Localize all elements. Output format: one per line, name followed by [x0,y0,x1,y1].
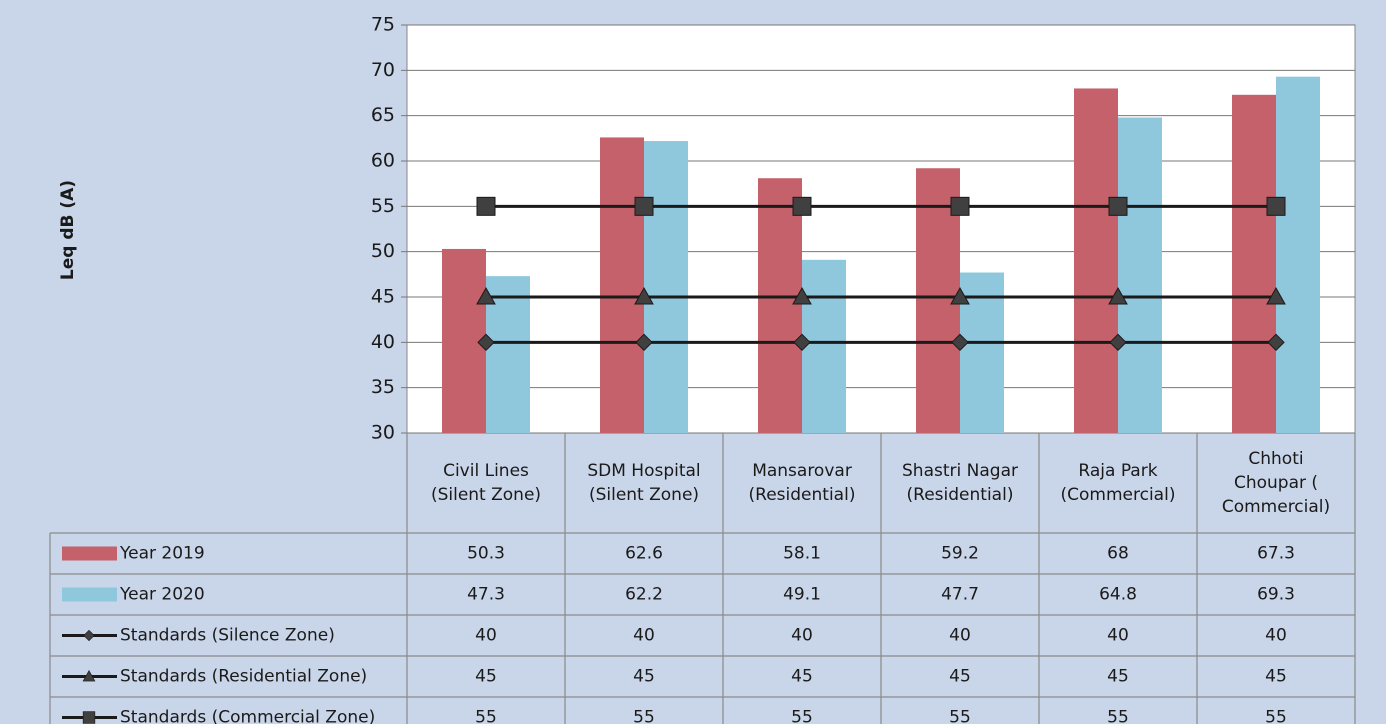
legend-label: Standards (Commercial Zone) [120,708,375,724]
data-label: 40 [949,626,971,646]
bar [960,272,1004,433]
data-label: 55 [1265,708,1287,724]
data-label: 40 [633,626,655,646]
marker [1108,286,1128,305]
marker [634,286,654,305]
marker [950,286,970,305]
x-tick-label: SDM Hospital (Silent Zone) [587,461,700,505]
data-label: 69.3 [1257,585,1295,605]
data-label: 45 [1107,667,1129,687]
y-tick-label: 30 [371,422,395,444]
marker [1109,333,1127,352]
legend-marker [83,629,95,642]
data-label: 59.2 [941,544,979,564]
marker [792,196,812,216]
data-label: 50.3 [467,544,505,564]
plot-area [406,24,1356,434]
y-tick-label: 35 [371,376,395,398]
data-label: 64.8 [1099,585,1137,605]
bar [1232,94,1276,434]
data-label: 40 [475,626,497,646]
marker [1108,196,1128,216]
marker [476,286,496,305]
y-tick-label: 55 [371,195,395,217]
legend-label: Standards (Residential Zone) [120,667,367,687]
marker [792,286,812,305]
marker [635,333,653,352]
data-label: 55 [791,708,813,724]
y-axis-label: Leq dB (A) [58,180,78,280]
bar [1074,88,1118,433]
data-label: 47.3 [467,585,505,605]
y-tick-label: 65 [371,104,395,126]
data-label: 45 [633,667,655,687]
legend-marker [82,711,96,724]
data-label: 40 [1265,626,1287,646]
data-label: 45 [949,667,971,687]
data-label: 55 [475,708,497,724]
y-tick-label: 75 [371,14,395,36]
bar [758,178,802,433]
x-tick-label: Civil Lines (Silent Zone) [431,461,541,505]
bar [600,137,644,433]
marker [951,333,969,352]
marker [950,196,970,216]
data-label: 55 [1107,708,1129,724]
marker [1266,196,1286,216]
data-label: 62.2 [625,585,663,605]
legend-marker [82,669,96,682]
legend-swatch [62,587,117,602]
data-label: 68 [1107,544,1129,564]
marker [1266,286,1286,305]
y-tick-label: 70 [371,59,395,81]
marker [477,333,495,352]
data-label: 45 [475,667,497,687]
data-label: 40 [1107,626,1129,646]
legend-swatch [62,546,117,561]
marker [793,333,811,352]
data-label: 45 [1265,667,1287,687]
x-tick-label: Chhoti Choupar (Commercial) [1222,449,1330,517]
y-tick-label: 50 [371,240,395,262]
marker [634,196,654,216]
data-label: 55 [633,708,655,724]
data-label: 55 [949,708,971,724]
marker [1267,333,1285,352]
x-tick-label: Raja Park (Commercial) [1061,461,1176,505]
data-label: 47.7 [941,585,979,605]
data-label: 40 [791,626,813,646]
legend-label: Year 2020 [119,585,205,605]
data-label: 45 [791,667,813,687]
bar [644,141,688,433]
y-tick-label: 40 [371,331,395,353]
data-label: 67.3 [1257,544,1295,564]
marker [476,196,496,216]
data-label: 58.1 [783,544,821,564]
bar [802,259,846,433]
x-tick-label: Shastri Nagar (Residential) [902,461,1018,505]
legend-label: Year 2019 [119,544,205,564]
legend-label: Standards (Silence Zone) [120,626,335,646]
data-label: 62.6 [625,544,663,564]
y-tick-label: 60 [371,150,395,172]
x-tick-label: Mansarovar (Residential) [749,461,856,505]
y-tick-label: 45 [371,286,395,308]
bar [1276,76,1320,434]
data-label: 49.1 [783,585,821,605]
bar [1118,117,1162,433]
